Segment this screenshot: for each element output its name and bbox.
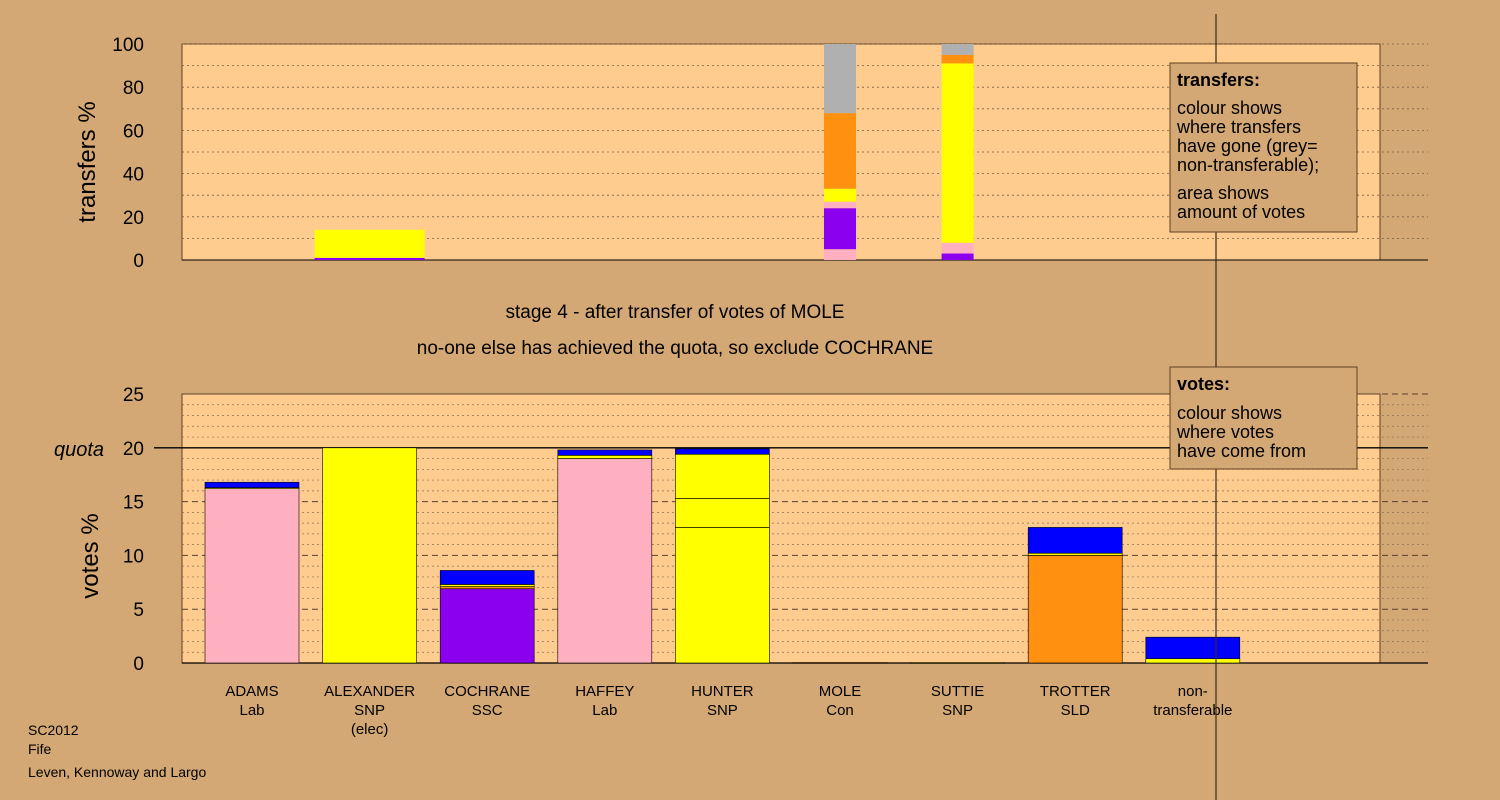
candidate-name-label: ALEXANDER bbox=[324, 683, 415, 700]
transfers-bar-segment bbox=[941, 44, 974, 55]
votes-bar-segment bbox=[1027, 552, 1123, 556]
transfers-bar-segment bbox=[941, 63, 974, 243]
transfers-legend-line: amount of votes bbox=[1177, 202, 1305, 222]
votes-bar-segment bbox=[557, 458, 653, 664]
transfers-y-tick-label: 100 bbox=[112, 35, 144, 56]
transfers-legend-line: where transfers bbox=[1176, 117, 1301, 137]
footer-ward: Leven, Kennoway and Largo bbox=[28, 764, 206, 780]
votes-y-axis-label: votes % bbox=[77, 513, 104, 598]
candidate-party-label: transferable bbox=[1153, 702, 1232, 719]
votes-bar-segment bbox=[1145, 658, 1241, 664]
votes-bar-segment bbox=[675, 498, 770, 528]
votes-bar-segment bbox=[675, 527, 770, 664]
candidate-party-label: Con bbox=[826, 702, 854, 719]
transfers-bar-segment bbox=[941, 242, 974, 254]
votes-bar-segment bbox=[1027, 527, 1123, 554]
candidate-party-label: Lab bbox=[592, 702, 617, 719]
candidate-name-label: HAFFEY bbox=[575, 683, 634, 700]
transfers-bar-segment bbox=[314, 229, 425, 258]
candidate-name-label: COCHRANE bbox=[444, 683, 530, 700]
candidate-name-label: SUTTIE bbox=[931, 683, 984, 700]
quota-label: quota bbox=[54, 439, 104, 461]
votes-ticks: 0 5 10 15 20 25 bbox=[123, 385, 144, 675]
votes-y-tick-label: 25 bbox=[123, 385, 144, 406]
transfers-bar-segment bbox=[824, 188, 856, 202]
transfers-y-tick-label: 80 bbox=[123, 78, 144, 99]
transfers-legend-line: colour shows bbox=[1177, 98, 1282, 118]
transfers-y-tick-label: 60 bbox=[123, 121, 144, 142]
votes-bars bbox=[204, 447, 1241, 664]
votes-legend-line: have come from bbox=[1177, 441, 1306, 461]
votes-bar-segment bbox=[1027, 555, 1123, 664]
candidate-name-label: TROTTER bbox=[1040, 683, 1111, 700]
candidate-name-label: MOLE bbox=[819, 683, 862, 700]
votes-y-tick-label: 0 bbox=[133, 654, 144, 675]
votes-bar-segment bbox=[439, 570, 535, 585]
votes-bar-segment bbox=[910, 662, 1005, 664]
votes-bar-segment bbox=[204, 481, 300, 488]
transfers-bar-segment bbox=[824, 44, 856, 114]
votes-bar-segment bbox=[439, 584, 535, 587]
votes-legend-line: where votes bbox=[1176, 422, 1274, 442]
transfers-bar-segment bbox=[824, 208, 856, 250]
votes-legend-line: colour shows bbox=[1177, 403, 1282, 423]
candidate-party-label: SNP bbox=[942, 702, 973, 719]
transfers-bar-segment bbox=[941, 54, 974, 64]
votes-bar-segment bbox=[675, 448, 770, 455]
transfers-ticks: 0 20 40 60 80 100 bbox=[112, 35, 144, 272]
stage-subtitle: no-one else has achieved the quota, so e… bbox=[417, 338, 933, 359]
votes-bar-segment bbox=[439, 588, 535, 664]
transfers-legend-line: area shows bbox=[1177, 183, 1269, 203]
votes-y-tick-label: 10 bbox=[123, 546, 144, 567]
transfers-legend-line: have gone (grey= bbox=[1177, 136, 1318, 156]
votes-bar-segment bbox=[792, 662, 888, 664]
votes-bar-segment bbox=[1145, 636, 1241, 659]
transfers-bar-segment bbox=[824, 113, 856, 189]
votes-legend: votes: colour shows where votes have com… bbox=[1169, 366, 1358, 470]
transfers-legend-line: non-transferable); bbox=[1177, 155, 1319, 175]
votes-legend-title: votes: bbox=[1177, 374, 1230, 394]
candidate-name-label: non- bbox=[1178, 683, 1208, 700]
votes-bar-segment bbox=[439, 586, 535, 590]
transfers-bars bbox=[314, 44, 974, 260]
votes-y-tick-label: 20 bbox=[123, 439, 144, 460]
transfers-bar-segment bbox=[824, 249, 856, 260]
transfers-y-tick-label: 40 bbox=[123, 165, 144, 186]
transfers-y-tick-label: 20 bbox=[123, 208, 144, 229]
candidate-name-label: HUNTER bbox=[691, 683, 754, 700]
votes-bar-segment bbox=[675, 453, 770, 499]
votes-bar-segment bbox=[322, 447, 417, 664]
transfers-bar-segment bbox=[941, 253, 974, 260]
transfers-y-axis-label: transfers % bbox=[74, 101, 101, 222]
candidate-party-label: SLD bbox=[1061, 702, 1090, 719]
votes-category-labels: ADAMS Lab ALEXANDER SNP (elec) COCHRANE SSC HAF… bbox=[225, 683, 1232, 738]
candidate-party-label: SNP bbox=[707, 702, 738, 719]
candidate-party-label: SSC bbox=[472, 702, 503, 719]
stage-title: stage 4 - after transfer of votes of MOL… bbox=[506, 302, 845, 323]
candidate-party-label: Lab bbox=[239, 702, 264, 719]
votes-bar-segment bbox=[204, 488, 300, 664]
votes-y-tick-label: 15 bbox=[123, 493, 144, 514]
transfers-legend: transfers: colour shows where transfers … bbox=[1169, 62, 1358, 233]
footer-election: SC2012 bbox=[28, 722, 79, 738]
votes-bar-segment bbox=[557, 449, 653, 456]
transfers-y-tick-label: 0 bbox=[133, 251, 144, 272]
candidate-party-label: SNP bbox=[354, 702, 385, 719]
votes-y-tick-label: 5 bbox=[133, 600, 144, 621]
transfers-legend-title: transfers: bbox=[1177, 70, 1260, 90]
candidate-name-label: ADAMS bbox=[225, 683, 278, 700]
transfers-bar-segment bbox=[314, 257, 425, 260]
transfers-bar-segment bbox=[824, 201, 856, 209]
votes-bar-segment bbox=[557, 455, 653, 459]
candidate-note-label: (elec) bbox=[351, 721, 389, 738]
footer-council: Fife bbox=[28, 741, 52, 757]
